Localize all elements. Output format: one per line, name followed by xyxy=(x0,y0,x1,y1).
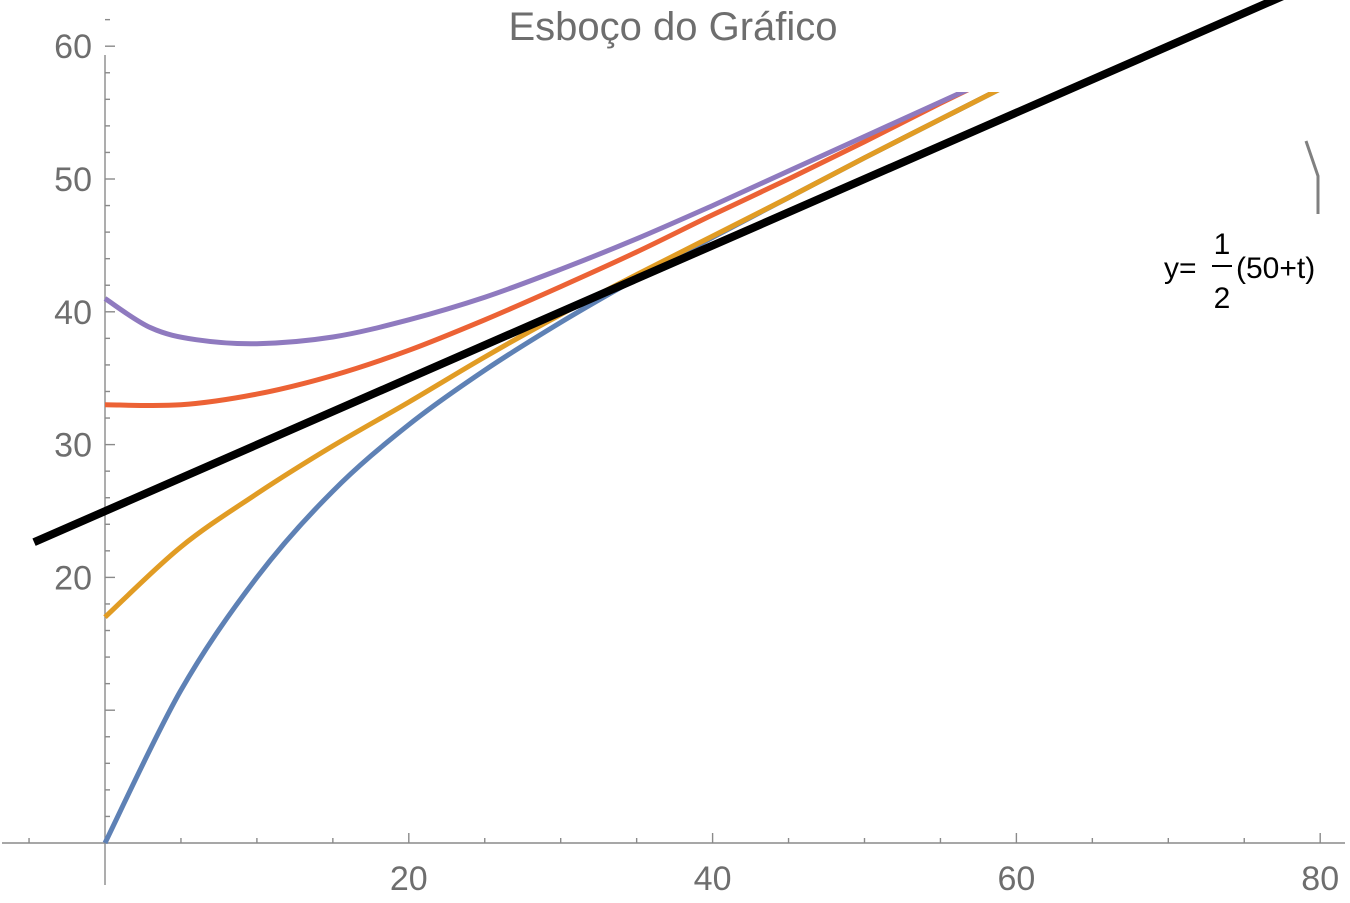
series-line-2 xyxy=(103,92,1000,620)
series-line-3 xyxy=(104,92,970,409)
series-line-4 xyxy=(103,92,969,347)
series-line-1 xyxy=(102,92,1000,845)
chart-title: Esboço do Gráfico xyxy=(508,5,837,49)
asymptote-annotation: y= 1 2 (50+t) xyxy=(1164,140,1320,315)
axis-ticks xyxy=(28,18,1321,843)
y-tick-label: 40 xyxy=(54,294,92,332)
annotation-denominator: 2 xyxy=(1214,282,1231,315)
y-tick-label: 30 xyxy=(54,427,92,465)
asymptote-layer xyxy=(32,0,1284,546)
x-tick-label: 40 xyxy=(694,860,732,898)
annotation-prefix: y= xyxy=(1164,252,1197,285)
annotation-suffix: (50+t) xyxy=(1236,252,1315,285)
tick-labels: 20 40 60 80 20 30 40 50 60 xyxy=(54,28,1339,898)
x-tick-label: 80 xyxy=(1301,860,1339,898)
annotation-numerator: 1 xyxy=(1214,228,1231,261)
y-tick-label: 60 xyxy=(54,28,92,66)
x-tick-label: 60 xyxy=(997,860,1035,898)
axes xyxy=(2,55,1345,885)
x-tick-label: 20 xyxy=(390,860,428,898)
y-tick-label: 20 xyxy=(54,559,92,597)
annotation-leader-line xyxy=(1304,140,1320,214)
y-tick-label: 50 xyxy=(54,161,92,199)
asymptote-line xyxy=(32,0,1284,546)
series-layer xyxy=(102,92,1000,845)
